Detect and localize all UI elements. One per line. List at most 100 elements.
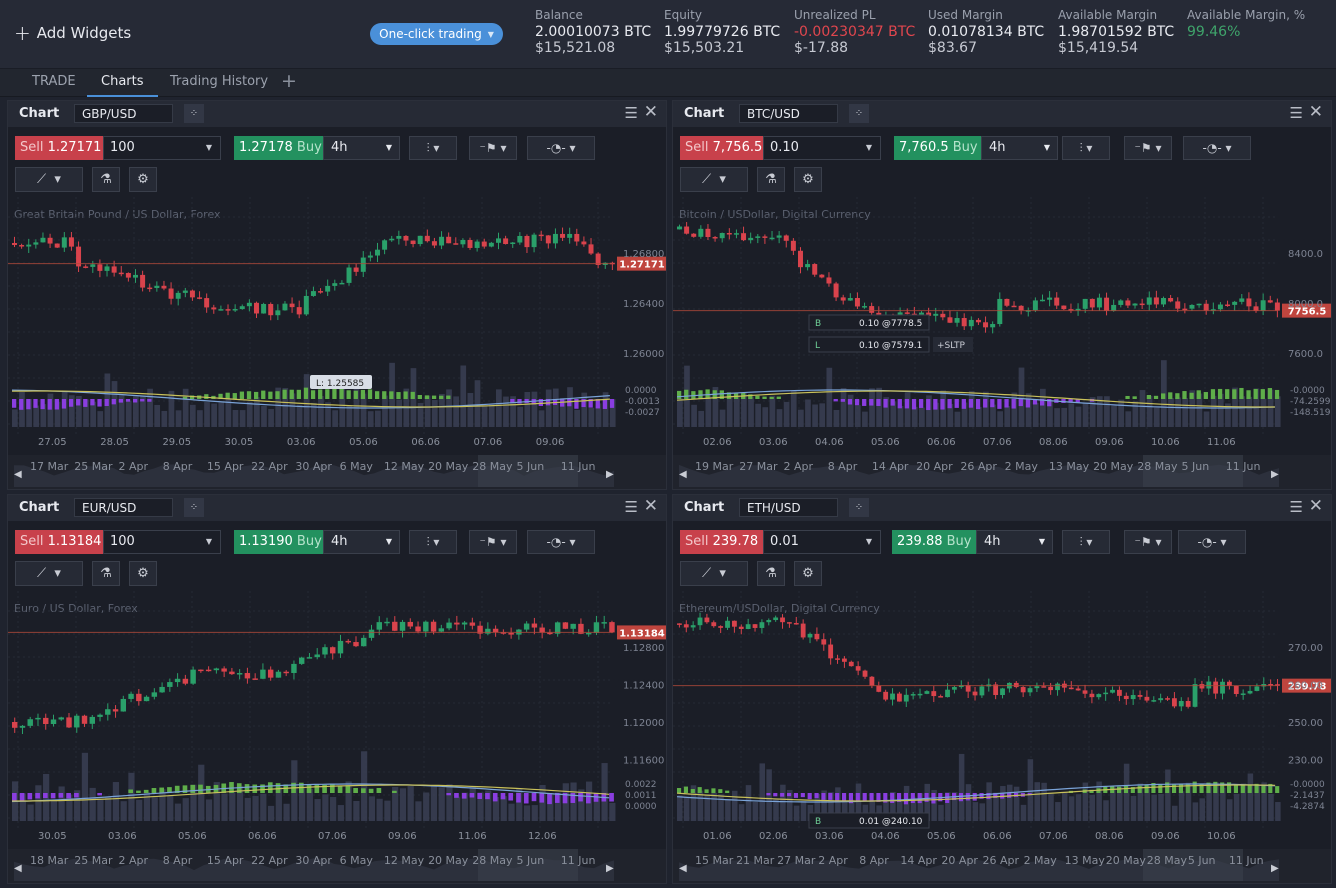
settings-button[interactable]: ⚙	[129, 561, 157, 586]
studies-button[interactable]: ⚗	[92, 167, 120, 192]
buy-button[interactable]: 1.13190 Buy	[234, 530, 327, 554]
quantity-select[interactable]: 100 ▼	[103, 136, 221, 160]
drawing-tools-button[interactable]: ⟋ ▾	[15, 561, 83, 586]
buy-button[interactable]: 239.88 Buy	[892, 530, 977, 554]
symbol-input[interactable]: GBP/USD	[74, 104, 173, 123]
macd-bar	[275, 783, 281, 793]
clock-button[interactable]: -◔- ▾	[527, 136, 595, 160]
account-bar: + Add Widgets One-click trading ▼ Balanc…	[0, 0, 1336, 69]
chart-plot-area[interactable]: 1.13184 1.12800 1.12400 1.12000 1.11600 0.002…	[8, 591, 666, 883]
candle-body	[835, 658, 840, 660]
close-icon[interactable]: ✕	[643, 496, 658, 516]
macd-bar	[97, 793, 102, 796]
chart-type-button[interactable]: ⫶ ▾	[1062, 530, 1110, 554]
candle-body	[704, 617, 710, 623]
indicators-button[interactable]: ⁻⚑ ▾	[1124, 136, 1172, 160]
volume-bar	[1018, 367, 1025, 427]
timeframe-select[interactable]: 4h ▼	[323, 530, 400, 554]
timeframe-select[interactable]: 4h ▼	[981, 136, 1058, 160]
symbol-input[interactable]: EUR/USD	[74, 498, 173, 517]
indicators-button[interactable]: ⁻⚑ ▾	[469, 530, 517, 554]
sell-button[interactable]: Sell 7,756.5	[680, 136, 768, 160]
macd-bar	[125, 399, 131, 402]
timeframe-select[interactable]: 4h ▼	[976, 530, 1053, 554]
studies-button[interactable]: ⚗	[757, 561, 785, 586]
candlestick-chart[interactable]: 7756.5 8400.0 8000.0 7600.0 -0.0000-74.2599-…	[673, 197, 1331, 489]
studies-button[interactable]: ⚗	[757, 167, 785, 192]
volume-bar	[1240, 783, 1247, 821]
volume-bar	[367, 411, 374, 427]
navigator-date-label: 20 May	[1093, 460, 1134, 473]
close-icon[interactable]: ✕	[643, 102, 658, 122]
macd-bar	[904, 399, 910, 409]
tab-charts[interactable]: Charts	[87, 74, 157, 97]
add-tab-icon[interactable]: +	[281, 70, 297, 92]
symbol-search-icon[interactable]: ⁘	[184, 498, 204, 517]
symbol-search-icon[interactable]: ⁘	[849, 498, 869, 517]
hamburger-menu-icon[interactable]: ☰	[1289, 498, 1303, 516]
settings-button[interactable]: ⚙	[794, 167, 822, 192]
add-widgets-button[interactable]: + Add Widgets	[14, 23, 131, 43]
settings-button[interactable]: ⚙	[129, 167, 157, 192]
indicators-button[interactable]: ⁻⚑ ▾	[469, 136, 517, 160]
clock-button[interactable]: -◔- ▾	[1183, 136, 1251, 160]
volume-bar	[1168, 397, 1174, 427]
symbol-search-icon[interactable]: ⁘	[184, 104, 204, 123]
settings-button[interactable]: ⚙	[794, 561, 822, 586]
indicators-button[interactable]: ⁻⚑ ▾	[1124, 530, 1172, 554]
quantity-select[interactable]: 100 ▼	[103, 530, 221, 554]
candle-body	[1040, 299, 1045, 302]
chart-plot-area[interactable]: 7756.5 8400.0 8000.0 7600.0 -0.0000 -74.2599-…	[673, 197, 1331, 489]
macd-bar	[726, 392, 732, 399]
candlestick-chart[interactable]: 1.13184 1.12800 1.12400 1.12000 1.11600 0.002…	[8, 591, 666, 883]
timeframe-select[interactable]: 4h ▼	[323, 136, 400, 160]
chart-plot-area[interactable]: 239.78 270.00 260.00 250.00 230.00 -0.0000 -2.…	[673, 591, 1331, 883]
hamburger-menu-icon[interactable]: ☰	[624, 104, 638, 122]
macd-bar	[337, 785, 343, 793]
sell-button[interactable]: Sell 1.13184	[15, 530, 107, 554]
symbol-input[interactable]: BTC/USD	[739, 104, 838, 123]
buy-button[interactable]: 7,760.5 Buy	[894, 136, 983, 160]
volume-bar	[322, 794, 329, 821]
symbol-search-icon[interactable]: ⁘	[849, 104, 869, 123]
candle-body	[1172, 698, 1177, 707]
drawing-tools-button[interactable]: ⟋ ▾	[680, 561, 748, 586]
candlestick-chart[interactable]: 239.78 270.00 260.00 250.00 230.00 -0.0000-2.…	[673, 591, 1331, 883]
quantity-select[interactable]: 0.10 ▼	[763, 136, 881, 160]
tab-trading-history[interactable]: Trading History	[170, 74, 269, 89]
quantity-select[interactable]: 0.01 ▼	[763, 530, 881, 554]
close-icon[interactable]: ✕	[1308, 102, 1323, 122]
close-icon[interactable]: ✕	[1308, 496, 1323, 516]
clock-button[interactable]: -◔- ▾	[1178, 530, 1246, 554]
clock-button[interactable]: -◔- ▾	[527, 530, 595, 554]
candle-body	[711, 622, 717, 627]
chart-type-button[interactable]: ⫶ ▾	[409, 530, 457, 554]
metric-usd-value: $15,521.08	[535, 40, 616, 56]
macd-bar	[1025, 399, 1031, 408]
candle-body	[697, 617, 703, 626]
studies-button[interactable]: ⚗	[92, 561, 120, 586]
volume-bar	[1000, 786, 1006, 821]
macd-bar	[1232, 389, 1237, 399]
hamburger-menu-icon[interactable]: ☰	[1289, 104, 1303, 122]
candle-body	[1268, 684, 1274, 686]
chart-type-button[interactable]: ⫶ ▾	[409, 136, 457, 160]
chart-type-button[interactable]: ⫶ ▾	[1062, 136, 1110, 160]
one-click-trading-toggle[interactable]: One-click trading ▼	[370, 23, 503, 45]
macd-bar	[40, 399, 45, 410]
drawing-tools-button[interactable]: ⟋ ▾	[680, 167, 748, 192]
volume-bar	[975, 406, 982, 427]
macd-line	[676, 389, 1275, 409]
drawing-tools-button[interactable]: ⟋ ▾	[15, 167, 83, 192]
symbol-input[interactable]: ETH/USD	[739, 498, 838, 517]
buy-button[interactable]: 1.27178 Buy	[234, 136, 327, 160]
sell-button[interactable]: Sell 239.78	[680, 530, 764, 554]
chart-plot-area[interactable]: 1.27171 1.26800 1.26400 1.26000 0.0000 -0.001…	[8, 197, 666, 489]
macd-axis-label: -0.0027	[625, 408, 660, 418]
sell-button[interactable]: Sell 1.27171	[15, 136, 107, 160]
volume-bar	[1185, 782, 1192, 821]
tab-trade[interactable]: TRADE	[32, 74, 76, 89]
hamburger-menu-icon[interactable]: ☰	[624, 498, 638, 516]
volume-bar	[1089, 397, 1096, 427]
